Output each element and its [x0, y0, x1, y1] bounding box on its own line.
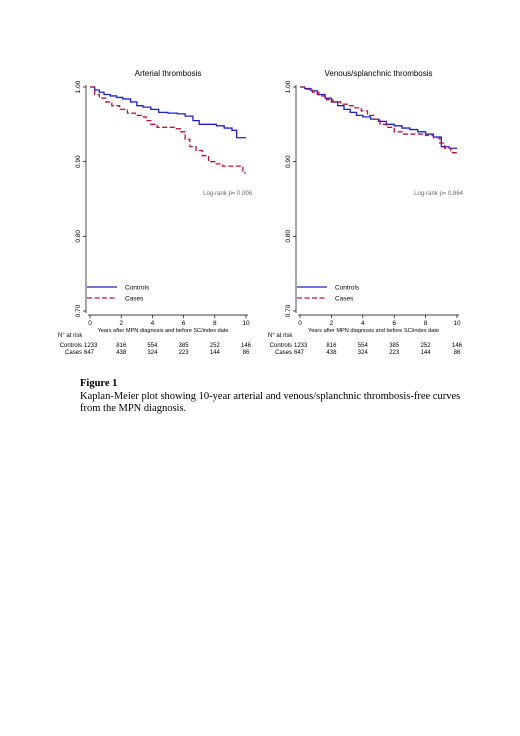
panel-2-y-tick-label: 0.90 [285, 155, 292, 168]
panel-1-series-cases-curve [90, 86, 246, 174]
panel-2-x-axis-label: Years after MPN diagnosis and before SC/… [308, 328, 439, 334]
figure-caption-text: Kaplan-Meier plot showing 10-year arteri… [80, 391, 461, 414]
panel-1-x-tick-label: 4 [151, 320, 155, 327]
panel-1-risk-value: 146 [241, 343, 252, 349]
panel-2-y-tick-label: 1.00 [285, 80, 292, 93]
panel-2-risk-value: 554 [358, 343, 369, 349]
panel-2-risk-value: 223 [389, 350, 400, 356]
panel-1-x-tick-label: 10 [242, 320, 250, 327]
panel-1-y-tick-label: 0.70 [75, 304, 82, 317]
panel-1-x-tick-label: 8 [213, 320, 217, 327]
panel-1-risk-value: 385 [179, 343, 190, 349]
panel-2-legend-label-cases: Cases [335, 296, 354, 303]
panel-2-logrank-annotation: Log-rank p= 0.864 [414, 191, 464, 197]
panel-1-risk-row-label-cases: Cases [65, 350, 82, 356]
panel-2-risk-value: 252 [421, 343, 432, 349]
panel-2-x-tick-label: 2 [330, 320, 334, 327]
panel-1-x-axis-label: Years after MPN diagnosis and before SC/… [97, 328, 228, 334]
panel-1-risk-value: 144 [210, 350, 221, 356]
panel-2-x-tick-label: 6 [392, 320, 396, 327]
figure-label: Figure 1 [80, 378, 118, 389]
panel-1-x-tick-label: 6 [182, 320, 186, 327]
panel-2-risk-value: 146 [452, 343, 463, 349]
panel-2-x-tick-label: 4 [361, 320, 365, 327]
panel-2-x-tick-label: 10 [453, 320, 461, 327]
panel-2-risk-value: 816 [326, 343, 337, 349]
panel-2-x-tick-label: 8 [424, 320, 428, 327]
panel-1-risk-value: 554 [147, 343, 158, 349]
panel-2-legend-label-controls: Controls [335, 285, 360, 292]
panel-2-y-tick-label: 0.70 [285, 304, 292, 317]
panel-2-title: Venous/splanchnic thrombosis [324, 69, 432, 78]
panel-2-risk-value: 86 [454, 350, 461, 356]
panel-2-risk-row-label-cases: Cases [275, 350, 292, 356]
panel-1-risk-table-header: N° at risk [58, 333, 83, 339]
panel-1-risk-value: 1233 [84, 343, 98, 349]
panel-2-y-tick-label: 0.80 [285, 230, 292, 243]
panel-1-risk-value: 438 [116, 350, 127, 356]
panel-2-series-cases-curve [300, 86, 457, 154]
panel-2-x-tick-label: 0 [298, 320, 302, 327]
panel-1-legend-label-controls: Controls [125, 285, 150, 292]
figure-caption: Figure 1 Kaplan-Meier plot showing 10-ye… [80, 378, 480, 415]
panel-2-risk-value: 1233 [294, 343, 308, 349]
panel-1-x-tick-label: 0 [88, 320, 92, 327]
panel-1-x-tick-label: 2 [119, 320, 123, 327]
panel-2-risk-value: 647 [294, 350, 305, 356]
panel-1-title: Arterial thrombosis [135, 69, 202, 78]
panel-1-legend-label-cases: Cases [125, 296, 144, 303]
panel-2-risk-value: 144 [421, 350, 432, 356]
panel-2-risk-value: 324 [358, 350, 369, 356]
panel-2-risk-value: 438 [326, 350, 337, 356]
panel-1-y-tick-label: 1.00 [75, 80, 82, 93]
panel-1-risk-value: 647 [84, 350, 95, 356]
panel-2-risk-value: 385 [389, 343, 400, 349]
panel-2-risk-row-label-controls: Controls [270, 343, 292, 349]
panel-1-y-tick-label: 0.80 [75, 230, 82, 243]
panel-1-series-controls-curve [90, 86, 246, 139]
panel-1-risk-value: 223 [179, 350, 190, 356]
panel-1-logrank-annotation: Log-rank p= 0.006 [203, 191, 253, 197]
panel-2-risk-table-header: N° at risk [268, 333, 293, 339]
panel-1-risk-value: 816 [116, 343, 127, 349]
panel-1-risk-value: 324 [147, 350, 158, 356]
panel-1-risk-value: 252 [210, 343, 221, 349]
panel-1-risk-value: 86 [243, 350, 250, 356]
panel-1-risk-row-label-controls: Controls [60, 343, 82, 349]
panel-1-y-tick-label: 0.90 [75, 155, 82, 168]
kaplan-meier-figure: Arterial thrombosis 0.70 0.80 0.90 1.00 0 2 4 6 8… [58, 69, 464, 356]
